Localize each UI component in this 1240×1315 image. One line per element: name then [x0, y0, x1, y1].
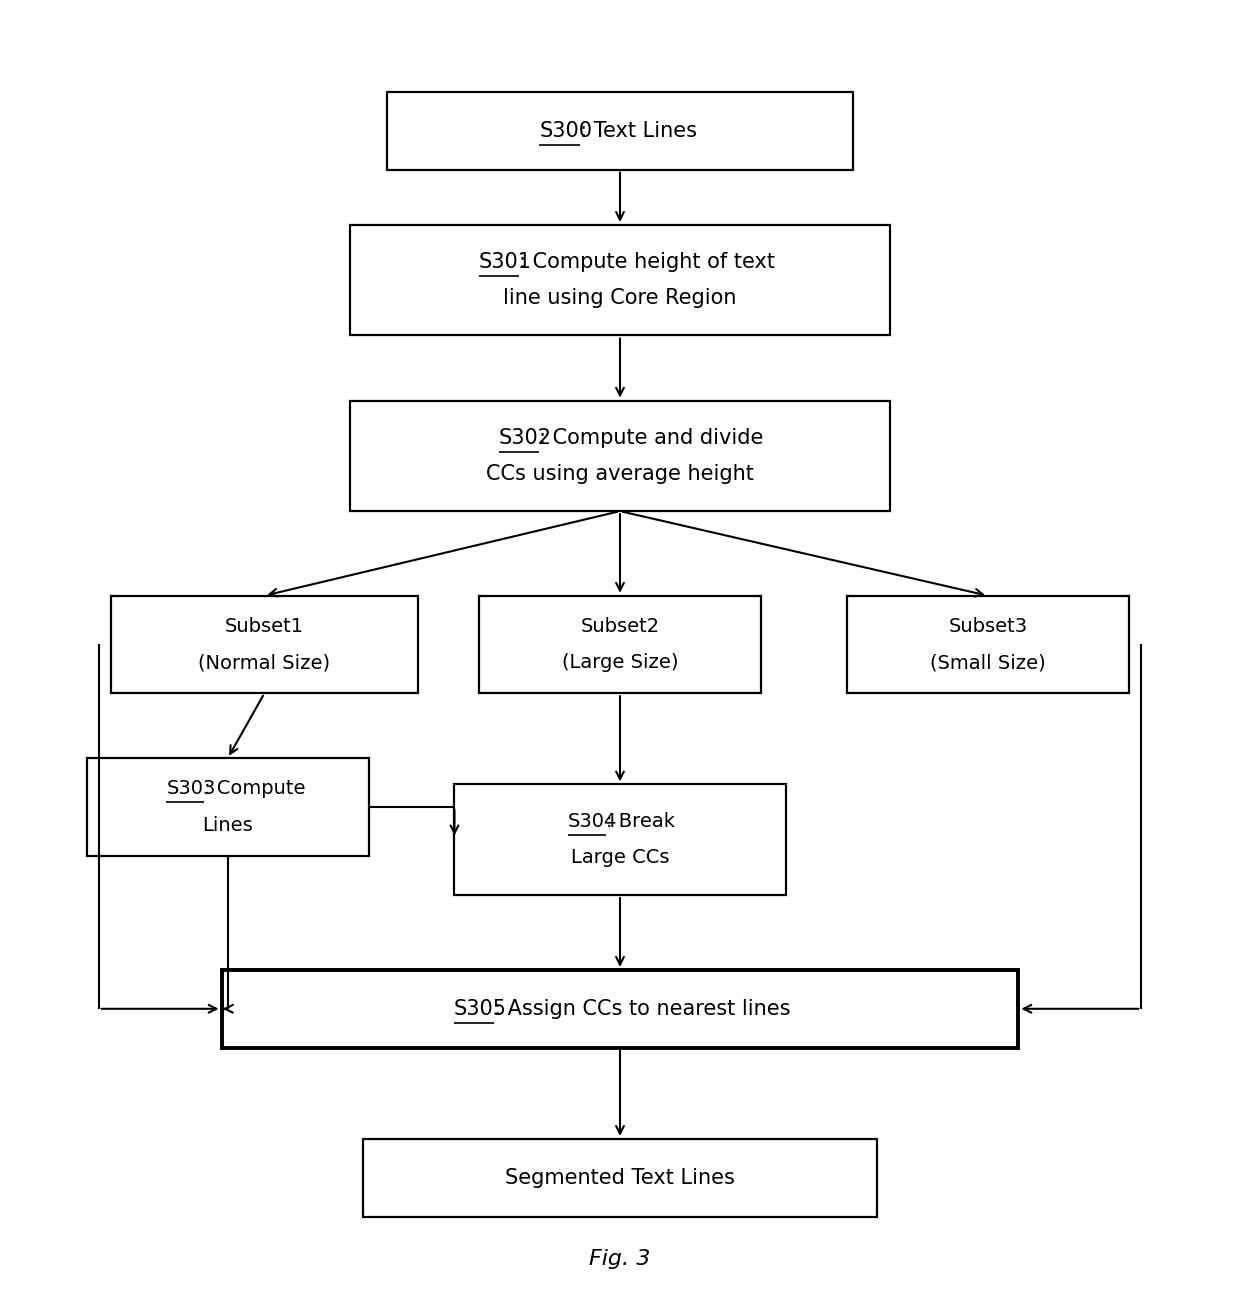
Text: (Normal Size): (Normal Size)	[198, 654, 331, 672]
FancyBboxPatch shape	[455, 784, 785, 896]
Text: Large CCs: Large CCs	[570, 848, 670, 868]
Text: Subset3: Subset3	[949, 617, 1028, 635]
Text: Lines: Lines	[202, 815, 253, 835]
Text: S301: S301	[479, 252, 532, 272]
Text: S305: S305	[454, 999, 507, 1019]
Text: : Text Lines: : Text Lines	[579, 121, 697, 141]
FancyBboxPatch shape	[350, 225, 890, 335]
Text: (Large Size): (Large Size)	[562, 654, 678, 672]
FancyBboxPatch shape	[222, 969, 1018, 1048]
FancyBboxPatch shape	[112, 596, 418, 693]
Text: CCs using average height: CCs using average height	[486, 464, 754, 484]
FancyBboxPatch shape	[479, 596, 761, 693]
Text: (Small Size): (Small Size)	[930, 654, 1045, 672]
Text: S300: S300	[539, 121, 593, 141]
Text: : Assign CCs to nearest lines: : Assign CCs to nearest lines	[494, 999, 790, 1019]
Text: : Break: : Break	[606, 811, 675, 831]
FancyBboxPatch shape	[362, 1139, 878, 1216]
Text: : Compute and divide: : Compute and divide	[539, 427, 764, 447]
FancyBboxPatch shape	[847, 596, 1128, 693]
Text: Subset2: Subset2	[580, 617, 660, 635]
FancyBboxPatch shape	[87, 759, 368, 856]
Text: : Compute height of text: : Compute height of text	[520, 252, 775, 272]
Text: line using Core Region: line using Core Region	[503, 288, 737, 309]
FancyBboxPatch shape	[350, 401, 890, 512]
FancyBboxPatch shape	[387, 92, 853, 170]
Text: : Compute: : Compute	[205, 780, 305, 798]
Text: S304: S304	[568, 811, 618, 831]
Text: Segmented Text Lines: Segmented Text Lines	[505, 1168, 735, 1187]
Text: Subset1: Subset1	[224, 617, 304, 635]
Text: S303: S303	[166, 780, 216, 798]
Text: Fig. 3: Fig. 3	[589, 1249, 651, 1269]
Text: S302: S302	[498, 427, 552, 447]
